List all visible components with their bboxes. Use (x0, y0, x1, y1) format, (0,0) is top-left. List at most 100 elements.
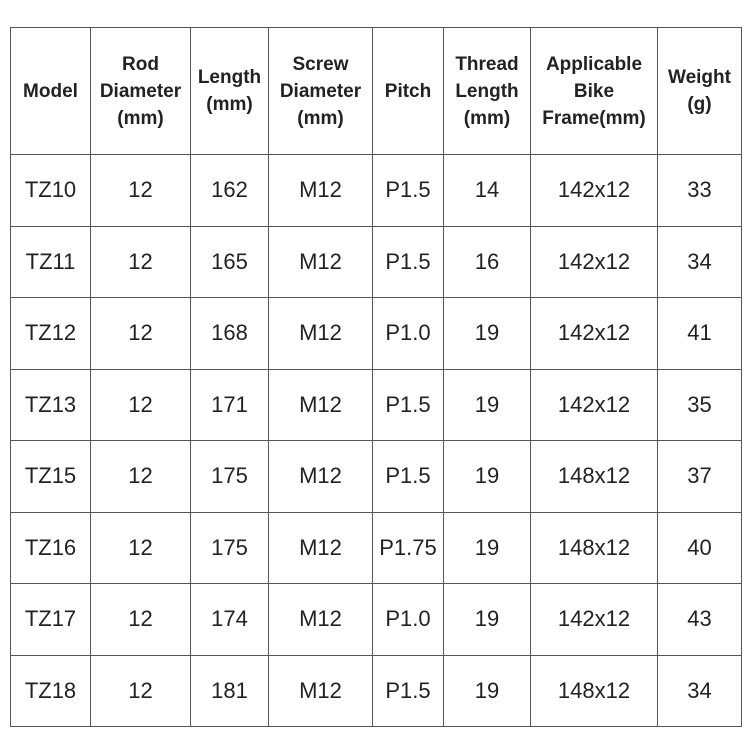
cell-weight: 41 (657, 297, 742, 370)
cell-length: 175 (190, 440, 269, 513)
cell-thread-length: 19 (443, 368, 531, 441)
cell-bike-frame: 142x12 (530, 225, 658, 298)
cell-rod-diameter: 12 (90, 583, 191, 656)
cell-model: TZ15 (10, 440, 91, 513)
header-line: Model (23, 80, 78, 102)
cell-rod-diameter: 12 (90, 440, 191, 513)
header-line: Diameter (279, 80, 362, 102)
cell-rod-diameter: 12 (90, 297, 191, 370)
cell-weight: 34 (657, 225, 742, 298)
cell-model: TZ17 (10, 583, 91, 656)
cell-pitch: P1.5 (372, 368, 444, 441)
table-row: TZ16 12 175 M12 P1.75 19 148x12 40 (10, 511, 742, 584)
table-row: TZ13 12 171 M12 P1.5 19 142x12 35 (10, 368, 742, 441)
table-row: TZ12 12 168 M12 P1.0 19 142x12 41 (10, 297, 742, 370)
cell-thread-length: 19 (443, 297, 531, 370)
cell-bike-frame: 148x12 (530, 654, 658, 727)
header-line: Diameter (99, 80, 182, 102)
cell-model: TZ10 (10, 154, 91, 227)
cell-model: TZ18 (10, 654, 91, 727)
cell-bike-frame: 148x12 (530, 511, 658, 584)
cell-weight: 37 (657, 440, 742, 513)
cell-length: 162 (190, 154, 269, 227)
cell-pitch: P1.0 (372, 583, 444, 656)
header-line: Screw (292, 53, 349, 75)
cell-length: 174 (190, 583, 269, 656)
cell-bike-frame: 148x12 (530, 440, 658, 513)
cell-screw-diameter: M12 (268, 154, 373, 227)
header-line: (mm) (297, 107, 344, 129)
cell-thread-length: 19 (443, 440, 531, 513)
table-row: TZ11 12 165 M12 P1.5 16 142x12 34 (10, 225, 742, 298)
cell-thread-length: 19 (443, 511, 531, 584)
cell-pitch: P1.5 (372, 154, 444, 227)
cell-rod-diameter: 12 (90, 154, 191, 227)
cell-bike-frame: 142x12 (530, 154, 658, 227)
header-row: Model Rod Diameter (mm) Length (mm) Screw Diame… (10, 27, 742, 155)
cell-pitch: P1.5 (372, 225, 444, 298)
header-screw-diameter: Screw Diameter (mm) (268, 27, 373, 155)
cell-model: TZ12 (10, 297, 91, 370)
header-thread-length: Thread Length (mm) (443, 27, 531, 155)
header-line: (mm) (117, 107, 164, 129)
header-line: Length (455, 80, 519, 102)
cell-model: TZ13 (10, 368, 91, 441)
cell-thread-length: 19 (443, 583, 531, 656)
cell-pitch: P1.0 (372, 297, 444, 370)
spec-table: Model Rod Diameter (mm) Length (mm) Screw Diame… (10, 27, 742, 727)
cell-screw-diameter: M12 (268, 654, 373, 727)
table-row: TZ10 12 162 M12 P1.5 14 142x12 33 (10, 154, 742, 227)
header-length: Length (mm) (190, 27, 269, 155)
header-line: (mm) (206, 94, 253, 115)
header-model: Model (10, 27, 91, 155)
cell-model: TZ16 (10, 511, 91, 584)
cell-rod-diameter: 12 (90, 654, 191, 727)
cell-rod-diameter: 12 (90, 225, 191, 298)
cell-pitch: P1.75 (372, 511, 444, 584)
cell-rod-diameter: 12 (90, 368, 191, 441)
cell-weight: 35 (657, 368, 742, 441)
header-pitch: Pitch (372, 27, 444, 155)
cell-screw-diameter: M12 (268, 440, 373, 513)
cell-weight: 40 (657, 511, 742, 584)
table-row: TZ18 12 181 M12 P1.5 19 148x12 34 (10, 654, 742, 727)
header-bike-frame: Applicable Bike Frame(mm) (530, 27, 658, 155)
cell-length: 175 (190, 511, 269, 584)
header-line: Applicable (545, 53, 643, 75)
cell-weight: 33 (657, 154, 742, 227)
cell-screw-diameter: M12 (268, 225, 373, 298)
cell-screw-diameter: M12 (268, 368, 373, 441)
cell-weight: 43 (657, 583, 742, 656)
header-line: Thread (455, 53, 519, 75)
cell-thread-length: 16 (443, 225, 531, 298)
cell-bike-frame: 142x12 (530, 583, 658, 656)
header-line: Pitch (384, 80, 432, 102)
cell-bike-frame: 142x12 (530, 368, 658, 441)
cell-length: 181 (190, 654, 269, 727)
cell-length: 171 (190, 368, 269, 441)
header-line: (g) (687, 94, 712, 115)
cell-weight: 34 (657, 654, 742, 727)
cell-screw-diameter: M12 (268, 583, 373, 656)
header-line: Frame(mm) (542, 107, 646, 129)
table-row: TZ17 12 174 M12 P1.0 19 142x12 43 (10, 583, 742, 656)
cell-screw-diameter: M12 (268, 297, 373, 370)
cell-thread-length: 14 (443, 154, 531, 227)
cell-length: 165 (190, 225, 269, 298)
header-line: Rod (122, 53, 159, 75)
cell-screw-diameter: M12 (268, 511, 373, 584)
header-line: Bike (573, 80, 615, 102)
header-rod-diameter: Rod Diameter (mm) (90, 27, 191, 155)
header-line: (mm) (463, 107, 511, 129)
header-line: Length (197, 67, 262, 88)
cell-pitch: P1.5 (372, 654, 444, 727)
header-weight: Weight (g) (657, 27, 742, 155)
table-row: TZ15 12 175 M12 P1.5 19 148x12 37 (10, 440, 742, 513)
cell-length: 168 (190, 297, 269, 370)
cell-bike-frame: 142x12 (530, 297, 658, 370)
cell-model: TZ11 (10, 225, 91, 298)
cell-thread-length: 19 (443, 654, 531, 727)
cell-rod-diameter: 12 (90, 511, 191, 584)
header-line: Weight (668, 67, 731, 88)
cell-pitch: P1.5 (372, 440, 444, 513)
